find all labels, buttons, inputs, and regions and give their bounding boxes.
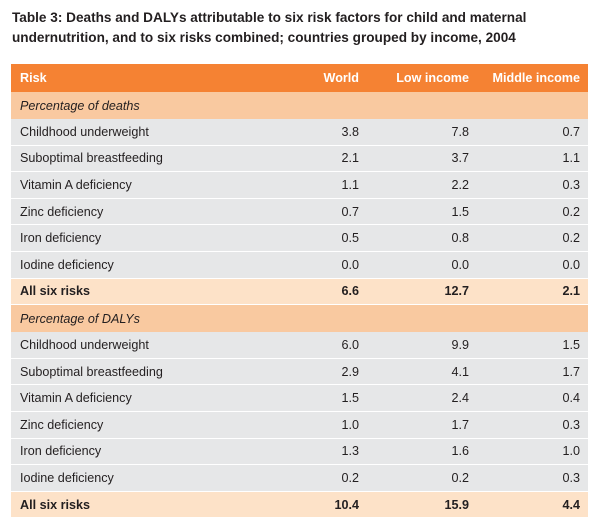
column-header-risk: Risk xyxy=(11,64,271,92)
section-label: Percentage of DALYs xyxy=(11,304,588,333)
risk-cell: Iodine deficiency xyxy=(11,464,271,492)
table-row: Iron deficiency 0.5 0.8 0.2 xyxy=(11,224,588,252)
middle-income-value: 0.7 xyxy=(477,119,588,146)
world-value: 1.1 xyxy=(271,171,367,199)
header-row: Risk World Low income Middle income xyxy=(11,64,588,92)
risk-cell: Vitamin A deficiency xyxy=(11,171,271,199)
table-row: Zinc deficiency 1.0 1.7 0.3 xyxy=(11,411,588,439)
section-header-row: Percentage of DALYs xyxy=(11,304,588,333)
risk-factor-table: Risk World Low income Middle income Perc… xyxy=(11,64,588,519)
world-value: 0.5 xyxy=(271,224,367,252)
middle-income-value: 1.0 xyxy=(477,438,588,466)
risk-cell: Iron deficiency xyxy=(11,438,271,466)
risk-cell: Suboptimal breastfeeding xyxy=(11,145,271,173)
total-row: All six risks 10.4 15.9 4.4 xyxy=(11,491,588,519)
middle-income-value: 1.1 xyxy=(477,145,588,173)
middle-income-value: 1.7 xyxy=(477,358,588,386)
middle-income-value: 0.0 xyxy=(477,251,588,279)
middle-income-value: 0.3 xyxy=(477,171,588,199)
world-value: 6.0 xyxy=(271,332,367,359)
column-header-low-income: Low income xyxy=(367,64,477,92)
low-income-value: 1.5 xyxy=(367,198,477,226)
table-row: Suboptimal breastfeeding 2.1 3.7 1.1 xyxy=(11,145,588,173)
world-value: 6.6 xyxy=(271,278,367,306)
total-row: All six risks 6.6 12.7 2.1 xyxy=(11,278,588,306)
middle-income-value: 0.4 xyxy=(477,384,588,412)
table-row: Iodine deficiency 0.2 0.2 0.3 xyxy=(11,464,588,492)
low-income-value: 3.7 xyxy=(367,145,477,173)
middle-income-value: 0.2 xyxy=(477,224,588,252)
risk-cell: Iodine deficiency xyxy=(11,251,271,279)
low-income-value: 7.8 xyxy=(367,119,477,146)
table-row: Vitamin A deficiency 1.5 2.4 0.4 xyxy=(11,384,588,412)
low-income-value: 12.7 xyxy=(367,278,477,306)
world-value: 2.1 xyxy=(271,145,367,173)
risk-cell: All six risks xyxy=(11,278,271,306)
world-value: 0.7 xyxy=(271,198,367,226)
middle-income-value: 1.5 xyxy=(477,332,588,359)
world-value: 1.0 xyxy=(271,411,367,439)
risk-cell: Zinc deficiency xyxy=(11,198,271,226)
table-body: Percentage of deaths Childhood underweigh… xyxy=(11,92,588,519)
risk-cell: Childhood underweight xyxy=(11,332,271,359)
section-label: Percentage of deaths xyxy=(11,92,588,119)
risk-cell: Suboptimal breastfeeding xyxy=(11,358,271,386)
table-row: Zinc deficiency 0.7 1.5 0.2 xyxy=(11,198,588,226)
middle-income-value: 0.3 xyxy=(477,411,588,439)
low-income-value: 2.2 xyxy=(367,171,477,199)
risk-cell: Vitamin A deficiency xyxy=(11,384,271,412)
world-value: 1.3 xyxy=(271,438,367,466)
world-value: 10.4 xyxy=(271,491,367,519)
table-row: Childhood underweight 6.0 9.9 1.5 xyxy=(11,332,588,359)
table-row: Iodine deficiency 0.0 0.0 0.0 xyxy=(11,251,588,279)
world-value: 0.2 xyxy=(271,464,367,492)
middle-income-value: 2.1 xyxy=(477,278,588,306)
table-row: Vitamin A deficiency 1.1 2.2 0.3 xyxy=(11,171,588,199)
section-header-row: Percentage of deaths xyxy=(11,92,588,119)
middle-income-value: 0.3 xyxy=(477,464,588,492)
column-header-world: World xyxy=(271,64,367,92)
low-income-value: 4.1 xyxy=(367,358,477,386)
middle-income-value: 4.4 xyxy=(477,491,588,519)
world-value: 3.8 xyxy=(271,119,367,146)
middle-income-value: 0.2 xyxy=(477,198,588,226)
table-row: Childhood underweight 3.8 7.8 0.7 xyxy=(11,119,588,146)
low-income-value: 9.9 xyxy=(367,332,477,359)
risk-cell: Iron deficiency xyxy=(11,224,271,252)
risk-cell: All six risks xyxy=(11,491,271,519)
world-value: 1.5 xyxy=(271,384,367,412)
world-value: 0.0 xyxy=(271,251,367,279)
table-row: Suboptimal breastfeeding 2.9 4.1 1.7 xyxy=(11,358,588,386)
low-income-value: 2.4 xyxy=(367,384,477,412)
risk-cell: Childhood underweight xyxy=(11,119,271,146)
low-income-value: 0.8 xyxy=(367,224,477,252)
low-income-value: 0.0 xyxy=(367,251,477,279)
table-row: Iron deficiency 1.3 1.6 1.0 xyxy=(11,438,588,466)
low-income-value: 0.2 xyxy=(367,464,477,492)
low-income-value: 1.6 xyxy=(367,438,477,466)
column-header-middle-income: Middle income xyxy=(477,64,588,92)
low-income-value: 1.7 xyxy=(367,411,477,439)
low-income-value: 15.9 xyxy=(367,491,477,519)
risk-cell: Zinc deficiency xyxy=(11,411,271,439)
table-title: Table 3: Deaths and DALYs attributable t… xyxy=(12,10,527,45)
world-value: 2.9 xyxy=(271,358,367,386)
